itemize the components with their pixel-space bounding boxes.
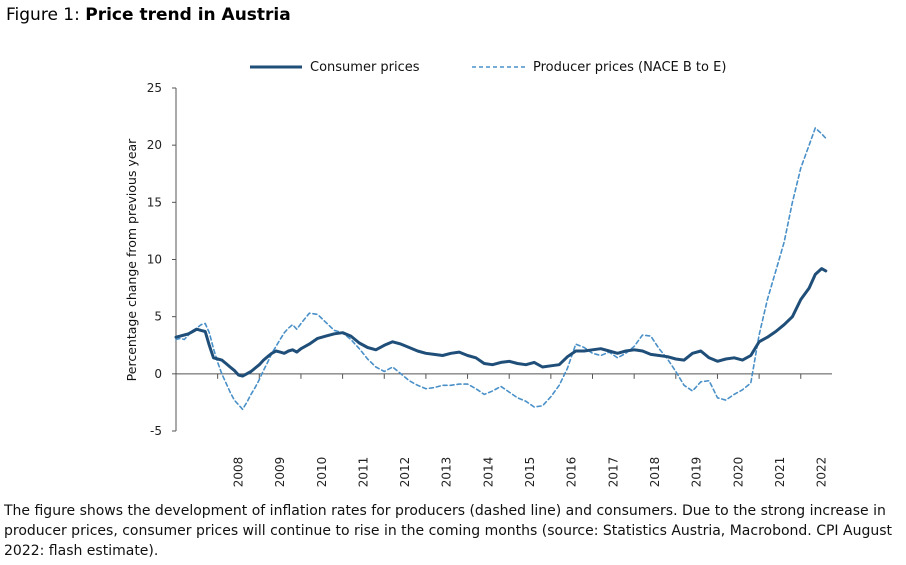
x-axis: 2008 2009 2010 2011 2012 2013 2014 2015 2016 2017… — [175, 373, 832, 488]
x-tick-label: 2019 — [690, 457, 704, 488]
figure-caption: The figure shows the development of infl… — [4, 503, 892, 559]
x-tick-label: 2011 — [356, 457, 370, 488]
legend-label-consumer: Consumer prices — [310, 60, 420, 75]
x-tick-label: 2013 — [440, 457, 454, 488]
x-tick-label: 2022 — [815, 457, 829, 488]
x-tick-label: 2020 — [731, 457, 745, 488]
x-tick-label: 2018 — [648, 457, 662, 488]
legend-label-producer: Producer prices (NACE B to E) — [533, 60, 726, 75]
x-tick-label: 2008 — [231, 457, 245, 488]
y-axis-label: Percentage change from previous year — [124, 138, 139, 381]
y-tick-label: 5 — [154, 310, 162, 324]
x-tick-label: 2014 — [481, 457, 495, 488]
figure-title-text: Price trend in Austria — [85, 5, 291, 25]
figure-title: Figure 1: Price trend in Austria — [6, 5, 291, 25]
x-tick-label: 2010 — [315, 457, 329, 488]
y-axis: -5 0 5 10 15 20 25 — [147, 81, 177, 438]
x-tick-label: 2009 — [273, 457, 287, 488]
series-line-consumer-prices — [174, 267, 828, 378]
x-tick-label: 2016 — [565, 457, 579, 488]
x-tick-label: 2017 — [606, 457, 620, 488]
series-line-producer-prices — [175, 127, 827, 411]
y-tick-label: 10 — [147, 253, 162, 267]
legend: Consumer prices Producer prices (NACE B … — [250, 60, 726, 75]
y-tick-label: 20 — [147, 138, 162, 152]
x-tick-label: 2012 — [398, 457, 412, 488]
y-tick-label: 0 — [154, 367, 162, 381]
x-tick-label: 2015 — [523, 457, 537, 488]
figure-prefix: Figure 1: — [6, 5, 86, 25]
y-tick-label: 25 — [147, 81, 162, 95]
y-tick-label: -5 — [150, 424, 162, 438]
series-layer — [174, 127, 828, 411]
x-tick-label: 2021 — [773, 457, 787, 488]
y-tick-label: 15 — [147, 195, 162, 209]
